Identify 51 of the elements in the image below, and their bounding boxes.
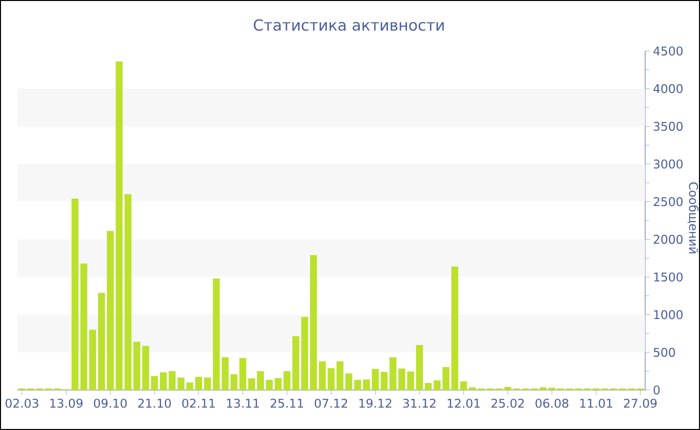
bar: [434, 380, 441, 390]
bar: [178, 378, 184, 390]
bar: [540, 387, 547, 390]
y-tick-label: 3500: [654, 122, 683, 131]
bar: [310, 255, 317, 390]
x-tick-label: 25.11: [270, 398, 304, 408]
y-tick-label: 3000: [654, 159, 683, 169]
x-tick-label: 11.01: [580, 398, 612, 408]
bar: [407, 372, 414, 390]
bar: [469, 387, 476, 390]
x-tick-label: 13.09: [50, 398, 82, 408]
x-tick-label: 19.12: [359, 398, 392, 408]
bar: [336, 361, 344, 390]
x-tick-label: 13.11: [226, 398, 259, 408]
bar: [284, 371, 290, 390]
x-tick-label: 25.02: [492, 398, 524, 408]
bar: [451, 266, 458, 390]
y-tick-label: 2500: [654, 197, 683, 206]
x-tick-label: 12.01: [448, 398, 480, 408]
x-tick-label: 09.10: [94, 398, 127, 408]
bar: [398, 368, 406, 390]
x-tick-label: 31.12: [403, 398, 436, 408]
bar: [257, 371, 264, 390]
y-tick-label: 4500: [653, 46, 683, 56]
bar: [442, 367, 450, 390]
x-tick-label: 02.11: [182, 398, 215, 408]
x-tick-label: 07.12: [314, 398, 348, 408]
bar: [460, 381, 468, 390]
bar: [72, 198, 78, 390]
x-tick-label: 02.03: [6, 398, 38, 408]
bar: [204, 378, 211, 390]
bar: [504, 386, 512, 390]
bar: [424, 382, 432, 390]
chart-title: Статистика активности: [254, 19, 444, 31]
y-tick-label: 0: [654, 385, 660, 395]
x-tick-label: 21.10: [138, 398, 171, 408]
y-tick-label: 2000: [654, 234, 683, 244]
y-axis-title: Сообщений: [688, 182, 698, 254]
x-tick-label: 27.09: [624, 398, 657, 408]
y-tick-label: 1500: [654, 272, 683, 282]
x-tick-label: 06.08: [536, 398, 568, 408]
y-tick-label: 500: [654, 348, 675, 357]
y-tick-label: 4000: [653, 84, 683, 94]
y-tick-label: 1000: [654, 310, 683, 320]
bar: [390, 357, 396, 390]
bar: [124, 194, 132, 390]
bar: [151, 376, 158, 390]
bar: [363, 379, 370, 390]
bar: [98, 292, 105, 390]
bar: [230, 374, 238, 390]
bar: [416, 345, 423, 390]
